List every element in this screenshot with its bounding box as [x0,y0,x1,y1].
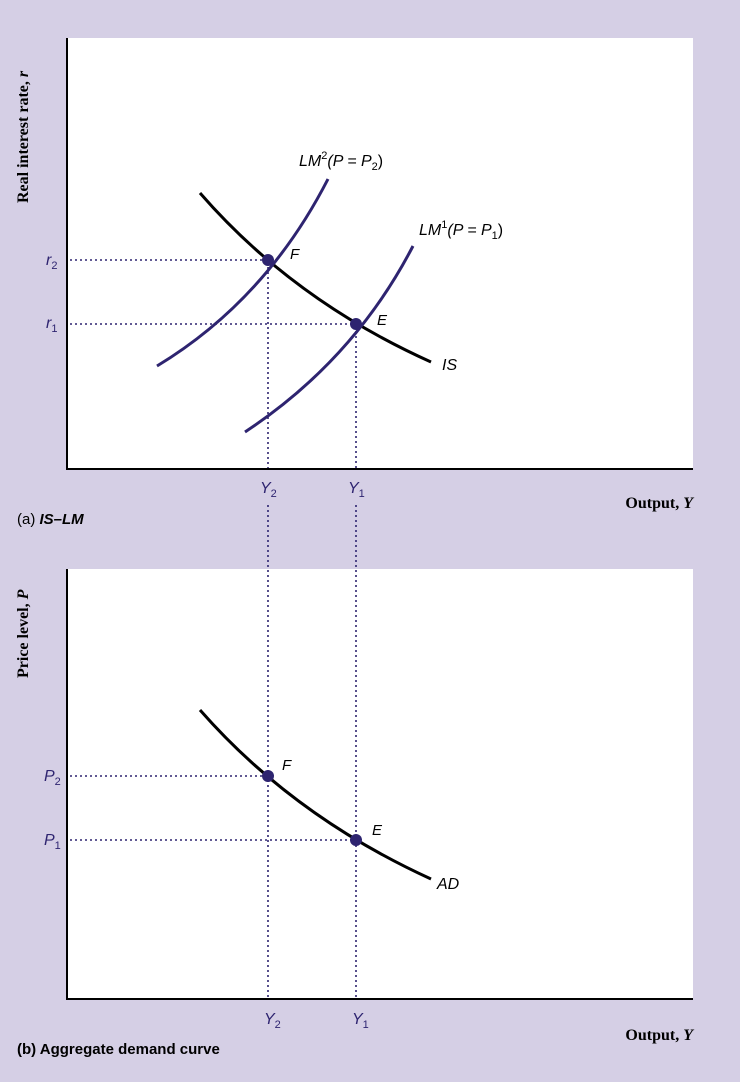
ad-curve-label: AD [436,876,460,893]
tick-y1-label-b: Y1 [352,1011,369,1031]
point-f-dot-a [262,254,274,266]
tick-r2-label: r2 [46,252,57,272]
point-e-label-a: E [377,312,388,329]
lm1-curve [244,245,415,434]
point-f-label-a: F [290,246,300,263]
point-f-label-b: F [282,757,292,774]
tick-y2-label-b: Y2 [264,1011,281,1031]
panel-a-plot-area [67,38,693,469]
tick-y1-label-a: Y1 [348,480,365,500]
is-curve-label: IS [442,357,457,374]
panel-b-plot-area [67,569,693,999]
panel-a-caption: (a) IS–LM [17,511,84,528]
lm2-curve-label: LM2(P = P2) [299,150,383,173]
point-f-dot-b [262,770,274,782]
panel-a-x-axis-label: Output, Y [625,495,694,512]
panel-b-y-axis-label: Price level, P [15,589,32,678]
tick-p2-label: P2 [44,768,61,788]
point-e-dot-a [350,318,362,330]
panel-a-y-axis-label: Real interest rate, r [15,70,32,203]
is-curve [198,192,432,364]
ad-curve [198,709,432,881]
lm1-curve-label: LM1(P = P1) [419,219,503,242]
lm2-curve [156,178,330,368]
tick-y2-label-a: Y2 [260,480,277,500]
point-e-dot-b [350,834,362,846]
tick-r1-label: r1 [46,315,57,335]
panel-b-x-axis-label: Output, Y [625,1027,694,1044]
tick-p1-label: P1 [44,832,61,852]
point-e-label-b: E [372,822,383,839]
panel-b-caption: (b) Aggregate demand curve [17,1041,220,1058]
